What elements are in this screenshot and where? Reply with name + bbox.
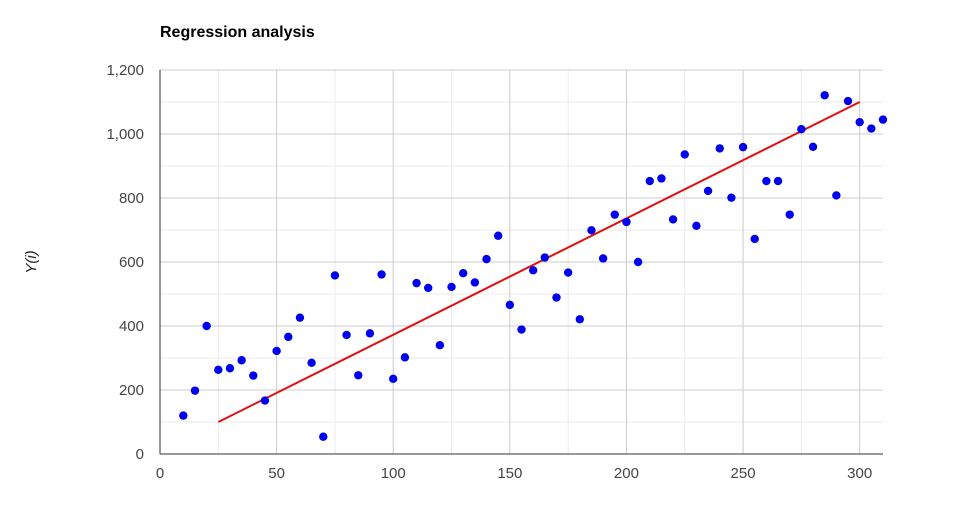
data-point [645, 176, 654, 186]
data-point [598, 254, 608, 263]
data-point [307, 358, 316, 367]
data-point [867, 124, 876, 133]
data-point [249, 371, 258, 380]
data-point [377, 270, 386, 279]
data-point [738, 142, 748, 152]
data-point [517, 325, 526, 334]
data-point [458, 269, 468, 278]
data-point [692, 221, 701, 231]
x-tick-label: 200 [614, 465, 639, 482]
data-point [703, 186, 713, 196]
y-axis-label: Y(i) [23, 250, 40, 273]
data-point [633, 257, 643, 267]
data-point [330, 271, 340, 280]
data-point [272, 346, 281, 356]
data-point [680, 150, 689, 159]
data-point [354, 371, 363, 380]
data-point [389, 374, 398, 383]
data-point [190, 386, 200, 395]
data-point [668, 215, 678, 224]
data-point [365, 329, 375, 338]
x-tick-label: 150 [497, 465, 522, 482]
data-point [622, 217, 631, 227]
data-point [528, 266, 538, 275]
y-tick-label: 200 [119, 382, 144, 399]
data-point [808, 142, 818, 151]
data-point [657, 174, 666, 183]
data-point [750, 234, 759, 244]
data-point [762, 176, 771, 186]
data-point [820, 91, 829, 100]
data-point [587, 226, 596, 235]
y-tick-label: 1,000 [106, 126, 144, 143]
data-point [319, 432, 328, 441]
data-point [225, 364, 235, 373]
data-point [797, 125, 806, 134]
y-tick-label: 800 [119, 190, 144, 207]
data-point [540, 253, 550, 262]
data-point [785, 210, 794, 219]
data-point [424, 283, 433, 293]
x-tick-label: 250 [731, 465, 756, 482]
data-point [843, 96, 853, 106]
data-point [470, 278, 480, 287]
x-tick-label: 0 [156, 465, 164, 482]
data-point [295, 313, 305, 322]
data-point [284, 332, 293, 342]
data-point [400, 353, 410, 362]
axes [159, 70, 883, 455]
y-tick-label: 1,200 [106, 62, 144, 79]
data-point [878, 115, 888, 124]
data-point [552, 293, 561, 302]
data-points [179, 91, 888, 441]
data-point [610, 210, 619, 219]
y-tick-label: 600 [119, 254, 144, 271]
tick-labels: 0 50 100 150 200 250 300 0 200 400 600 800 1,000 1,20… [106, 62, 872, 482]
grid [160, 69, 883, 454]
data-point [214, 365, 223, 375]
data-point [237, 356, 246, 365]
data-point [832, 191, 841, 200]
y-tick-label: 400 [119, 318, 144, 335]
data-point [202, 321, 211, 331]
x-tick-label: 50 [268, 465, 285, 482]
data-point [855, 117, 864, 127]
data-point [575, 315, 585, 324]
data-point [435, 341, 445, 350]
data-point [493, 231, 503, 240]
trendline [217, 101, 861, 423]
data-point [715, 144, 724, 153]
chart-title: Regression analysis [160, 24, 315, 41]
data-point [505, 300, 515, 310]
trendline-group [217, 101, 861, 423]
data-point [563, 268, 573, 277]
data-point [727, 193, 736, 202]
data-point [773, 176, 783, 186]
data-point [482, 254, 491, 264]
data-point [179, 411, 188, 420]
data-point [412, 278, 421, 288]
data-point [342, 330, 351, 340]
data-point [447, 282, 456, 292]
x-tick-label: 100 [381, 465, 406, 482]
y-tick-label: 0 [136, 446, 144, 463]
x-tick-label: 300 [847, 465, 872, 482]
data-point [260, 396, 270, 405]
